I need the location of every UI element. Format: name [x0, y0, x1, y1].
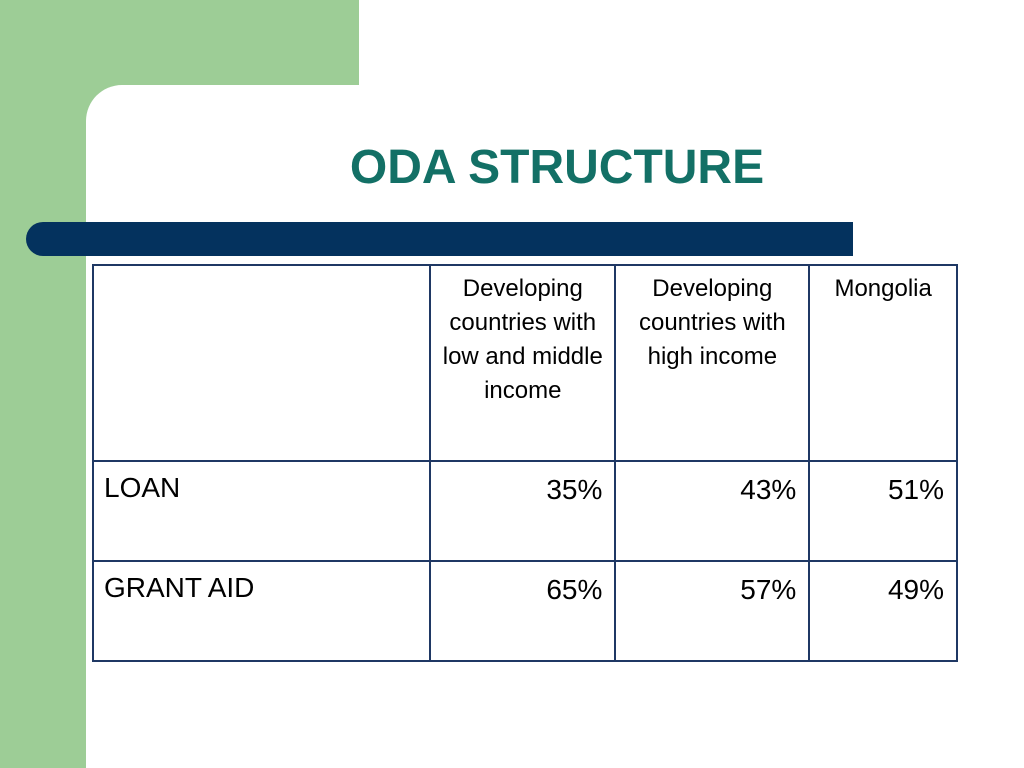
oda-table: Developing countries with low and middle…: [91, 264, 958, 662]
header-high-income: Developing countries with high income: [614, 264, 811, 462]
decor-green-left: [0, 0, 86, 768]
slide-title: ODA STRUCTURE: [349, 141, 765, 194]
cell-grant-low-middle: 65%: [429, 560, 617, 662]
header-low-middle-income: Developing countries with low and middle…: [429, 264, 617, 462]
cell-loan-low-middle: 35%: [429, 460, 617, 562]
decor-rounded-corner: [86, 85, 122, 121]
cell-grant-mongolia: 49%: [808, 560, 958, 662]
cell-grant-high: 57%: [614, 560, 811, 662]
decor-green-top: [86, 0, 359, 85]
header-empty-cell: [91, 264, 432, 462]
table-row-grant-aid: GRANT AID 65% 57% 49%: [91, 560, 958, 662]
table-header-row: Developing countries with low and middle…: [91, 264, 958, 462]
header-mongolia: Mongolia: [808, 264, 958, 462]
cell-loan-high: 43%: [614, 460, 811, 562]
row-label-loan: LOAN: [91, 460, 432, 562]
row-label-grant-aid: GRANT AID: [91, 560, 432, 662]
title-underline-bar: [26, 222, 853, 256]
cell-loan-mongolia: 51%: [808, 460, 958, 562]
table-row-loan: LOAN 35% 43% 51%: [91, 460, 958, 562]
